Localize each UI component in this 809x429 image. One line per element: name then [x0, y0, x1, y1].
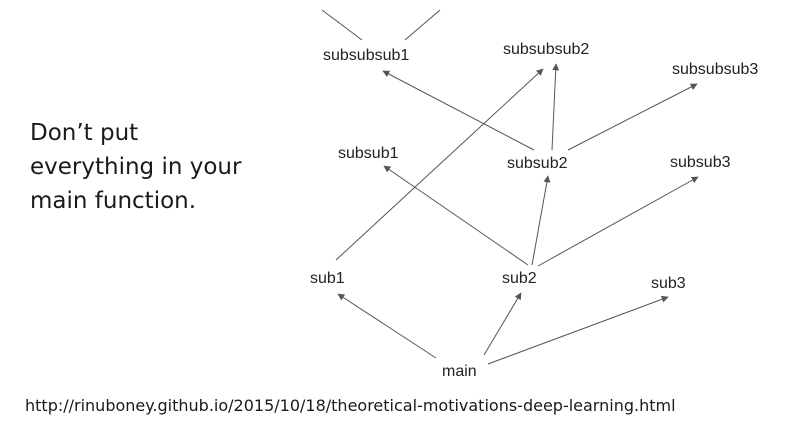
node-subsubsub2: subsubsub2 — [503, 41, 589, 58]
edge-main-to-sub1 — [337, 293, 437, 359]
edge-sub2-to-subsub2 — [531, 175, 551, 266]
node-subsub1: subsub1 — [338, 145, 399, 162]
nodes-layer: subsubsub1 subsubsub2 subsubsub3 subsub1 sub… — [310, 41, 758, 380]
edge-sub1-to-subsubsub2 — [335, 68, 544, 261]
node-subsub3: subsub3 — [670, 154, 731, 171]
slide-caption: Don’t put everything in your main functi… — [30, 116, 280, 218]
caption-line-3: main function. — [30, 188, 197, 214]
offscreen-edge-left — [321, 9, 363, 41]
edge-subsub2-to-subsubsub1 — [382, 70, 535, 151]
edge-sub2-to-subsub1 — [383, 165, 529, 266]
node-subsubsub3: subsubsub3 — [672, 61, 758, 78]
source-url: http://rinuboney.github.io/2015/10/18/th… — [25, 396, 676, 415]
caption-line-2: everything in your — [30, 154, 242, 180]
node-main: main — [442, 363, 477, 380]
caption-line-1: Don’t put — [30, 120, 139, 146]
edge-subsub2-to-subsubsub2 — [551, 63, 560, 151]
node-subsub2: subsub2 — [507, 155, 568, 172]
edge-subsub2-to-subsubsub3 — [567, 83, 698, 151]
edge-main-to-sub2 — [483, 292, 522, 356]
node-sub1: sub1 — [310, 270, 345, 287]
node-sub2: sub2 — [502, 270, 537, 287]
node-subsubsub1: subsubsub1 — [323, 47, 409, 64]
offscreen-edge-right — [404, 9, 441, 41]
edge-main-to-sub3 — [487, 295, 669, 365]
edge-sub2-to-subsub3 — [537, 176, 699, 267]
edges-layer — [335, 63, 699, 365]
node-sub3: sub3 — [651, 275, 686, 292]
